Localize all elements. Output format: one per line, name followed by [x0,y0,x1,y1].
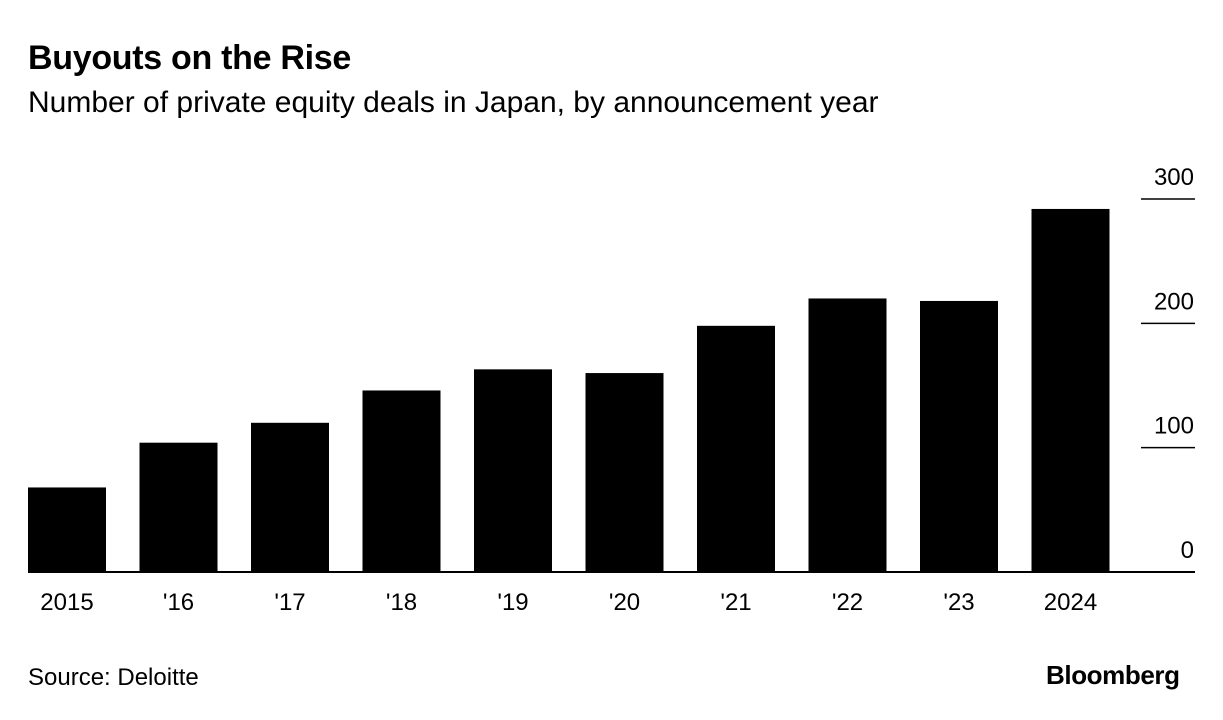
bar-group [28,208,1110,573]
bar-2 [251,422,329,572]
x-tick-label-6: '21 [720,589,751,616]
x-tick-label-4: '19 [497,589,528,616]
y-tick-label-1: 100 [1154,413,1194,440]
x-tick-label-2: '17 [274,589,305,616]
bar-3 [362,390,441,572]
x-axis: 2015 '16 '17 '18 '19 '20 '21 '22 '23 2024 [28,571,1195,616]
x-tick-label-7: '22 [832,589,863,616]
chart-title: Buyouts on the Rise [28,39,351,77]
bar-9 [1031,208,1110,573]
bar-6 [697,325,775,572]
x-tick-label-0: 2015 [40,589,93,616]
x-tick-label-5: '20 [609,589,640,616]
bar-8 [920,300,998,572]
bar-0 [28,487,106,572]
source-note: Source: Deloitte [28,664,199,691]
x-tick-label-9: 2024 [1044,589,1097,616]
y-tick-label-2: 200 [1154,288,1194,315]
x-tick-label-1: '16 [163,589,194,616]
x-tick-label-8: '23 [943,589,974,616]
bar-7 [808,298,887,572]
bar-1 [139,442,218,572]
y-tick-label-0: 0 [1181,537,1194,564]
x-tick-label-3: '18 [386,589,417,616]
brand-logo: Bloomberg [1046,660,1180,690]
chart-subtitle: Number of private equity deals in Japan,… [28,86,879,119]
bar-4 [474,369,552,572]
y-axis: 0 100 200 300 [1141,164,1195,564]
bar-5 [585,373,664,572]
y-tick-label-3: 300 [1154,164,1194,191]
